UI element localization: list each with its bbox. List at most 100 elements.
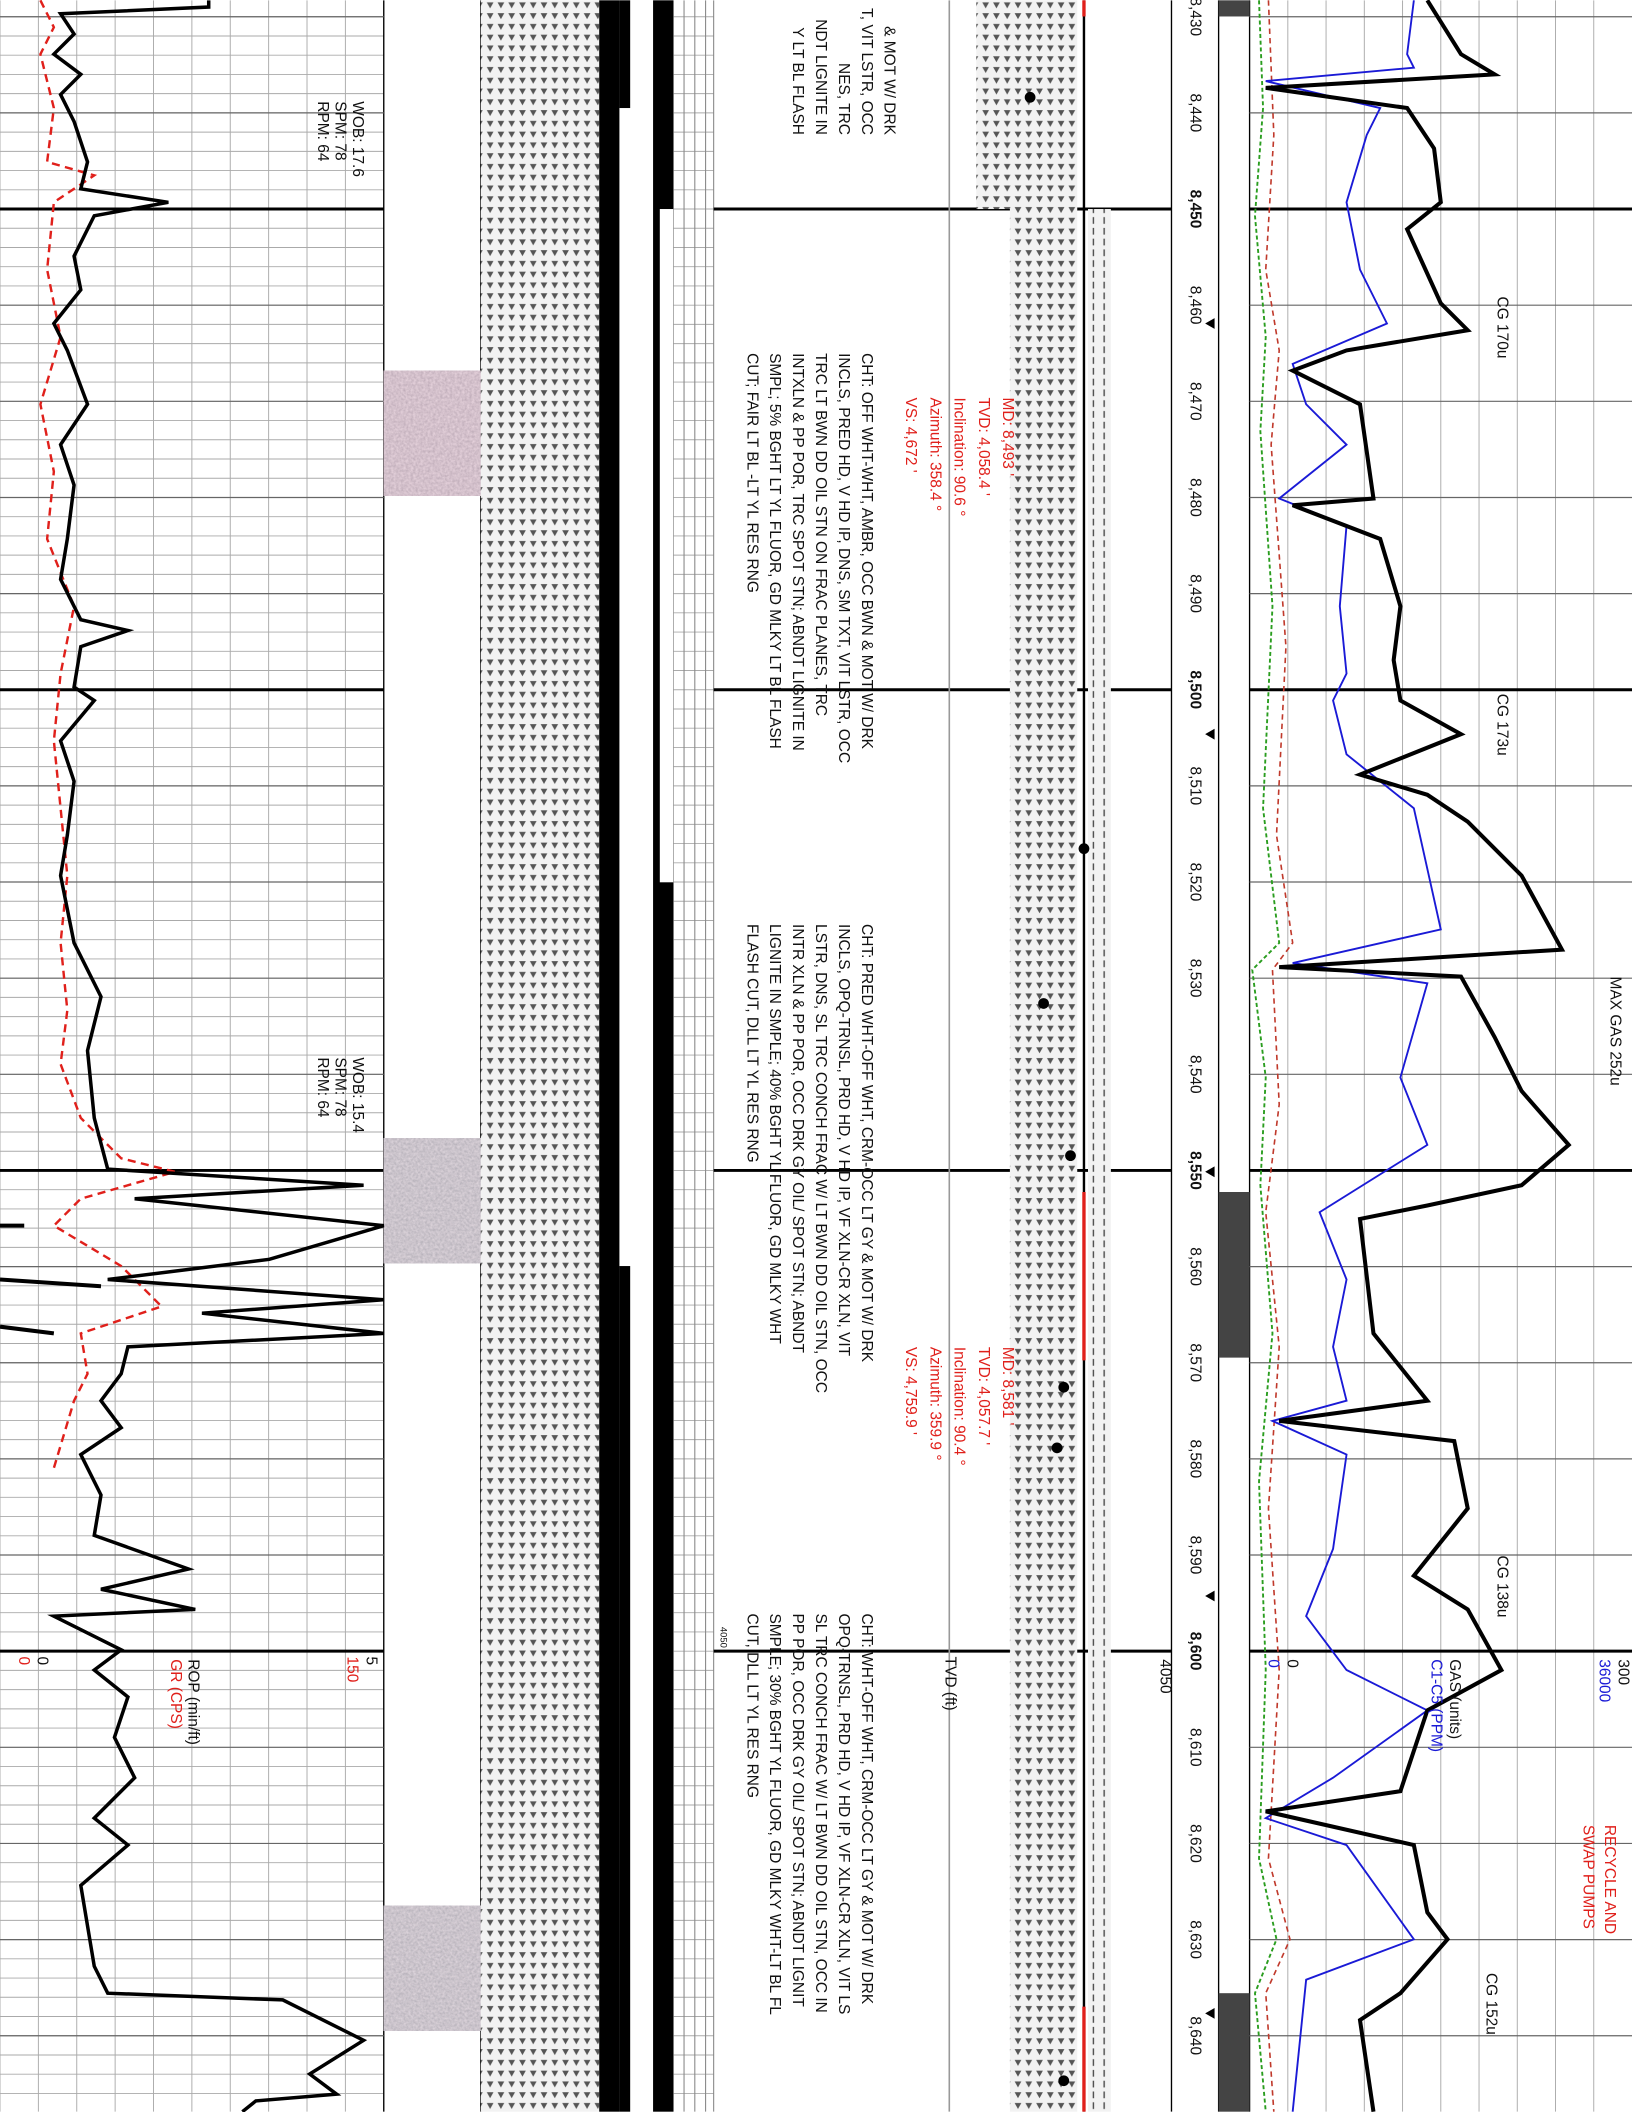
tvd-scale: 4050 — [1157, 1659, 1174, 1693]
survey-text: TVD: 4,058.4 ' — [975, 398, 992, 496]
marker — [1038, 998, 1049, 1009]
depth-label: 8,470 — [1186, 382, 1203, 421]
depth-label: 8,440 — [1186, 94, 1203, 133]
marker — [1078, 843, 1090, 855]
gr-curve — [39, 0, 180, 1469]
survey-text: MD: 8,493 ' — [999, 398, 1016, 477]
lithology-description: CHT: PRED WHT-OFF WHT, CRM-OCC LT GY & M… — [858, 924, 875, 1363]
labels: 8,430 8,440 8,450 8,460 8,470 8,480 8,490 8,500… — [15, 0, 1632, 2055]
porosity-gap — [659, 209, 674, 883]
drilling-param: RPM: 64 — [314, 1057, 331, 1118]
depth-label: 8,450 — [1186, 190, 1203, 229]
tvd-marker: 4050 — [718, 1627, 729, 1648]
lithology-description: CUT, DLL LT YL RES RNG — [743, 1613, 760, 1798]
lithology-description: FLASH CUT, DLL LT YL RES RNG — [743, 924, 760, 1163]
depth-label: 8,460 — [1186, 286, 1203, 325]
lithology-column — [976, 0, 1010, 210]
gas-annotation: MAX GAS 252u — [1606, 977, 1623, 1086]
lithology-description: & MOT W/ DRK — [881, 26, 898, 136]
rop-label: ROP (min/ft) — [185, 1659, 202, 1745]
rop-min: 0 — [34, 1657, 51, 1666]
c1-curve — [1251, 0, 1281, 2112]
lithology-column — [1088, 209, 1111, 2112]
lithology-description: SMPLE; 30% BGHT YL FLUOR, GD MLKY WHT-LT… — [766, 1613, 783, 2015]
lithology-description: NES, TRC — [835, 63, 852, 135]
depth-label: 8,610 — [1186, 1728, 1203, 1767]
lithology-description: CHT: WHT-OFF WHT, CRM-OCC LT GY & MOT W/… — [858, 1613, 875, 2004]
c1c5-curve — [1263, 0, 1442, 2112]
gr-label: GR (CPS) — [167, 1659, 184, 1729]
depth-label: 8,600 — [1186, 1632, 1203, 1671]
c2-curve — [1264, 0, 1294, 2112]
drilling-param: WOB: 15.4 — [349, 1057, 366, 1133]
c1c5-label: C1-C5 (PPM) — [1427, 1659, 1444, 1752]
porosity-bar — [619, 1266, 631, 2112]
total-gas-curve — [1265, 0, 1572, 2112]
gas-block — [1218, 1192, 1250, 1358]
lithology-description: INTR XLN & PP POR, OCC DRK GY OIL/ SPOT … — [789, 924, 806, 1353]
lithology-description: SL TRC CONCH FRAC W/ LT BWN DD OIL STN, … — [812, 1613, 829, 2012]
drilling-param: WOB: 17.6 — [349, 101, 366, 177]
marker — [1024, 91, 1036, 103]
marker — [1058, 2075, 1070, 2087]
depth-label: 8,560 — [1186, 1247, 1203, 1286]
lithology-description: CUT; FAIR LT BL -LT YL RES RNG — [743, 353, 760, 593]
lithology-description: LSTR, DNS, SL TRC CONCH FRAC W/ LT BWN D… — [812, 924, 829, 1393]
gas-block — [1218, 1993, 1250, 2112]
depth-label: 8,580 — [1186, 1440, 1203, 1479]
lithology-description: INTXLN & PP POR, TRC SPOT STN; ABNDT LIG… — [789, 353, 806, 751]
depth-label: 8,630 — [1186, 1920, 1203, 1959]
porosity-bar — [619, 0, 631, 109]
lithology-column — [480, 0, 600, 2112]
markers — [1024, 91, 1215, 2087]
gas-remark: SWAP PUMPS — [1580, 1825, 1597, 1929]
survey-text: Inclination: 90.6 ° — [951, 398, 968, 517]
survey-text: VS: 4,672 ' — [902, 398, 919, 473]
survey-text: Inclination: 90.4 ° — [951, 1347, 968, 1466]
depth-label: 8,640 — [1186, 2016, 1203, 2055]
depth-label: 8,620 — [1186, 1824, 1203, 1863]
depth-label: 8,540 — [1186, 1055, 1203, 1094]
cutting-photo — [383, 1905, 481, 2031]
rop-shade — [0, 1223, 102, 1336]
drilling-param: RPM: 64 — [314, 101, 331, 162]
lithology-description: OPQ-TRNSL, PRD HD, V HD IP, VF XLN-CR XL… — [835, 1613, 852, 2014]
gas-min: 0 — [1283, 1659, 1300, 1668]
depth-label: 8,500 — [1186, 670, 1203, 709]
depth-label: 8,570 — [1186, 1343, 1203, 1382]
gas-max: 300 — [1615, 1659, 1632, 1685]
gas-remark: RECYCLE AND — [1601, 1825, 1618, 1934]
cutting-photo — [383, 1138, 481, 1264]
survey-text: Azimuth: 359.9 ° — [926, 1347, 943, 1461]
gas-annotation: CG 173u — [1493, 694, 1510, 756]
porosity-bar — [599, 0, 620, 2112]
lithology-description: SMPL; 5% BGHT LT YL FLUOR, GD MLKY LT BL… — [766, 353, 783, 749]
gr-max: 150 — [343, 1657, 360, 1683]
lithology-description: Y LT BL FLASH — [789, 27, 806, 135]
depth-label: 8,530 — [1186, 959, 1203, 998]
depth-label: 8,430 — [1186, 0, 1203, 36]
gas-label: GAS (units) — [1446, 1659, 1463, 1739]
depth-label: 8,510 — [1186, 767, 1203, 806]
marker — [1058, 1381, 1070, 1393]
survey-text: VS: 4,759.9 ' — [902, 1347, 919, 1435]
depth-label: 8,590 — [1186, 1536, 1203, 1575]
rop-max: 5 — [362, 1657, 379, 1666]
depth-label: 8,550 — [1186, 1151, 1203, 1190]
lithology-description: INCLS, OPQ-TRNSL, PRD HD, V HD IP, VF XL… — [835, 924, 852, 1357]
marker — [1051, 1442, 1063, 1454]
survey-text: TVD: 4,057.7 ' — [975, 1347, 992, 1445]
gas-annotation: CG 170u — [1493, 297, 1510, 359]
gr-min: 0 — [15, 1657, 32, 1666]
marker — [1065, 1150, 1076, 1162]
survey-text: MD: 8,581 ' — [999, 1347, 1016, 1426]
depth-marker — [1205, 318, 1215, 2019]
lithology-column — [1009, 0, 1078, 2112]
lithology-description: CHT: OFF WHT-WHT, AMBR, OCC BWN & MOT W/… — [858, 353, 875, 750]
depth-label: 8,520 — [1186, 863, 1203, 902]
cutting-photo — [383, 370, 481, 496]
gas-annotation: CG 138u — [1493, 1556, 1510, 1618]
drilling-param: SPM: 78 — [331, 101, 348, 160]
